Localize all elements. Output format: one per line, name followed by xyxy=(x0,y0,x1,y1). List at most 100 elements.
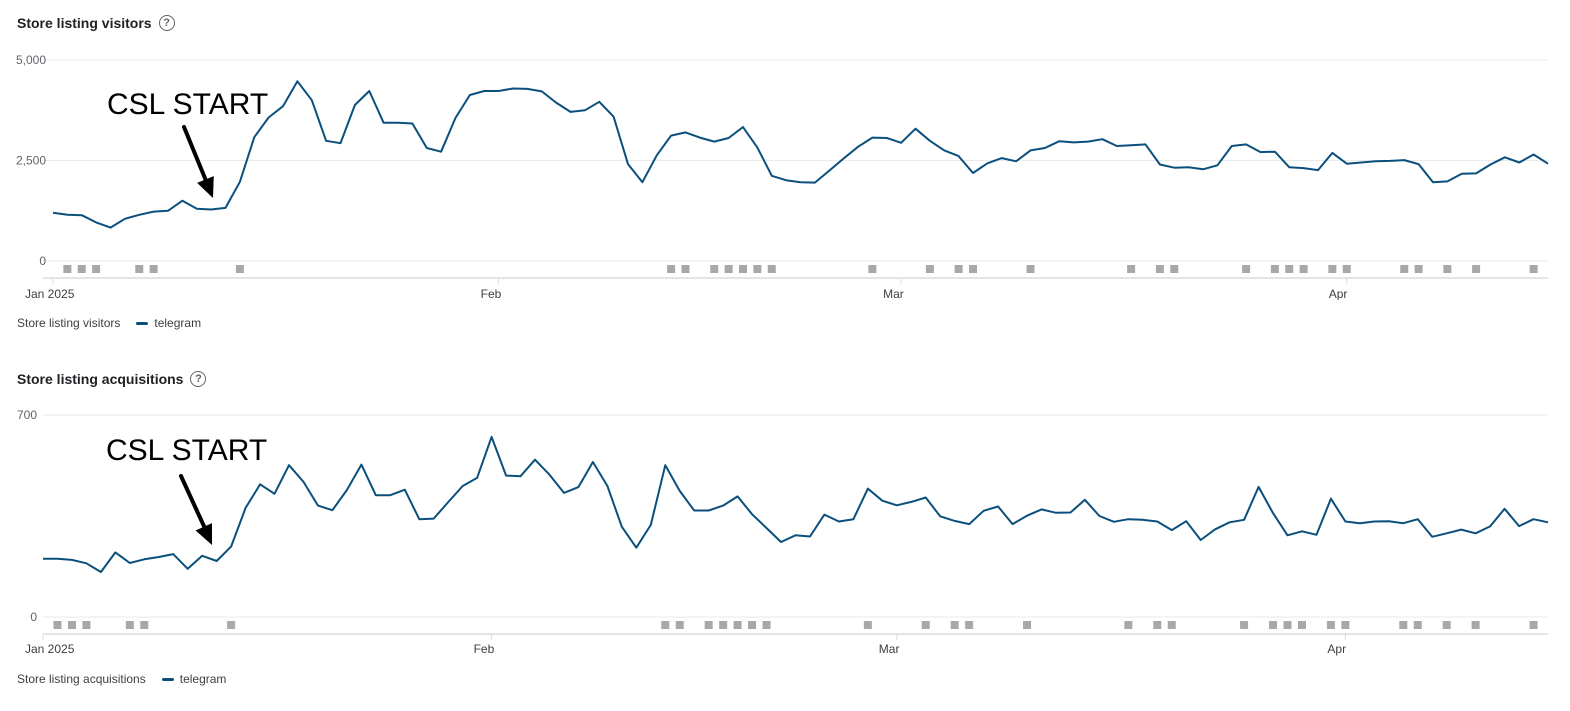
legend-series-label[interactable]: telegram xyxy=(179,672,227,686)
event-marker xyxy=(1026,265,1035,273)
event-marker xyxy=(868,265,877,273)
y-tick-label: 2,500 xyxy=(16,154,46,168)
y-tick-label: 0 xyxy=(30,610,37,624)
x-tick-label: Apr xyxy=(1327,642,1346,656)
event-marker xyxy=(681,265,690,273)
chart-title: Store listing visitors xyxy=(17,15,152,31)
event-marker xyxy=(1124,621,1133,629)
help-icon[interactable]: ? xyxy=(158,15,175,31)
y-tick-label: 5,000 xyxy=(16,53,46,67)
event-marker xyxy=(92,265,101,273)
x-tick-label: Jan 2025 xyxy=(25,287,75,300)
y-tick-label: 0 xyxy=(39,254,46,268)
event-marker xyxy=(950,621,959,629)
event-marker xyxy=(1342,265,1351,273)
y-tick-label: 700 xyxy=(17,408,37,422)
event-marker xyxy=(1242,265,1251,273)
annotation-label: CSL START xyxy=(106,434,267,467)
event-marker xyxy=(1413,621,1422,629)
annotation-arrowhead xyxy=(197,176,214,198)
event-marker xyxy=(1443,265,1452,273)
event-marker xyxy=(675,621,684,629)
event-marker xyxy=(1155,265,1164,273)
event-marker xyxy=(1153,621,1162,629)
acquisitions-panel: Store listing acquisitions ? 700 0 Jan 202… xyxy=(0,356,1570,711)
acquisitions-chart: 700 0 Jan 2025 Feb Mar Apr CSL START xyxy=(17,408,1549,656)
event-marker xyxy=(63,265,72,273)
event-marker xyxy=(753,265,762,273)
annotation-arrowhead xyxy=(195,523,213,545)
event-marker xyxy=(67,621,76,629)
event-marker xyxy=(1023,621,1032,629)
event-marker xyxy=(1170,265,1179,273)
event-marker xyxy=(1399,621,1408,629)
event-marker xyxy=(1328,265,1337,273)
event-marker xyxy=(1326,621,1335,629)
event-marker xyxy=(1341,621,1350,629)
event-marker xyxy=(149,265,158,273)
legend-title: Store listing acquisitions xyxy=(17,672,146,686)
legend-series-label[interactable]: telegram xyxy=(154,316,202,330)
event-marker xyxy=(954,265,963,273)
annotation-label: CSL START xyxy=(107,88,268,121)
x-tick-label: Feb xyxy=(481,287,502,300)
event-marker xyxy=(704,621,713,629)
event-marker xyxy=(969,265,977,273)
event-marker xyxy=(1240,621,1249,629)
event-marker xyxy=(1442,621,1451,629)
event-marker xyxy=(125,621,134,629)
event-marker xyxy=(863,621,872,629)
series-line-telegram xyxy=(52,80,1549,229)
x-tick-label: Apr xyxy=(1329,287,1348,300)
event-marker xyxy=(1529,621,1538,629)
event-marker xyxy=(1285,265,1294,273)
legend: Store listing acquisitions telegram xyxy=(17,672,226,686)
legend-swatch xyxy=(136,321,149,325)
annotation-arrow xyxy=(182,125,211,190)
event-marker xyxy=(748,621,757,629)
event-marker xyxy=(921,621,930,629)
event-marker xyxy=(1270,265,1279,273)
x-tick-label: Mar xyxy=(883,287,904,300)
event-marker xyxy=(1471,621,1480,629)
series-line-telegram xyxy=(43,435,1549,573)
event-marker xyxy=(227,621,236,629)
legend-swatch xyxy=(161,677,174,681)
event-marker xyxy=(1297,621,1306,629)
event-marker xyxy=(661,621,670,629)
event-marker xyxy=(1127,265,1136,273)
help-icon[interactable]: ? xyxy=(190,371,207,387)
event-marker xyxy=(1414,265,1423,273)
event-marker xyxy=(1400,265,1409,273)
event-marker xyxy=(767,265,776,273)
legend-title: Store listing visitors xyxy=(17,316,121,330)
event-marker xyxy=(82,621,91,629)
x-tick-label: Jan 2025 xyxy=(25,642,75,656)
event-marker xyxy=(135,265,144,273)
event-marker xyxy=(1269,621,1278,629)
chart-title: Store listing acquisitions xyxy=(17,371,184,387)
event-marker xyxy=(762,621,771,629)
event-marker xyxy=(739,265,747,273)
visitors-panel: Store listing visitors ? 5,000 2,500 0 Jan … xyxy=(0,0,1570,350)
event-marker xyxy=(724,265,733,273)
event-marker xyxy=(1299,265,1308,273)
event-marker xyxy=(1167,621,1176,629)
x-tick-label: Feb xyxy=(474,642,495,656)
event-marker xyxy=(667,265,676,273)
event-marker xyxy=(719,621,728,629)
event-marker xyxy=(77,265,86,273)
legend: Store listing visitors telegram xyxy=(17,316,201,330)
visitors-chart: 5,000 2,500 0 Jan 2025 Feb Mar Apr CSL START xyxy=(16,53,1549,300)
event-marker xyxy=(235,265,244,273)
event-marker xyxy=(1529,265,1538,273)
event-marker xyxy=(733,621,742,629)
event-marker xyxy=(925,265,934,273)
event-marker xyxy=(710,265,719,273)
x-tick-label: Mar xyxy=(879,642,900,656)
event-marker xyxy=(53,621,62,629)
event-marker xyxy=(965,621,974,629)
event-marker xyxy=(140,621,149,629)
event-marker xyxy=(1283,621,1292,629)
annotation-arrow xyxy=(179,474,210,537)
